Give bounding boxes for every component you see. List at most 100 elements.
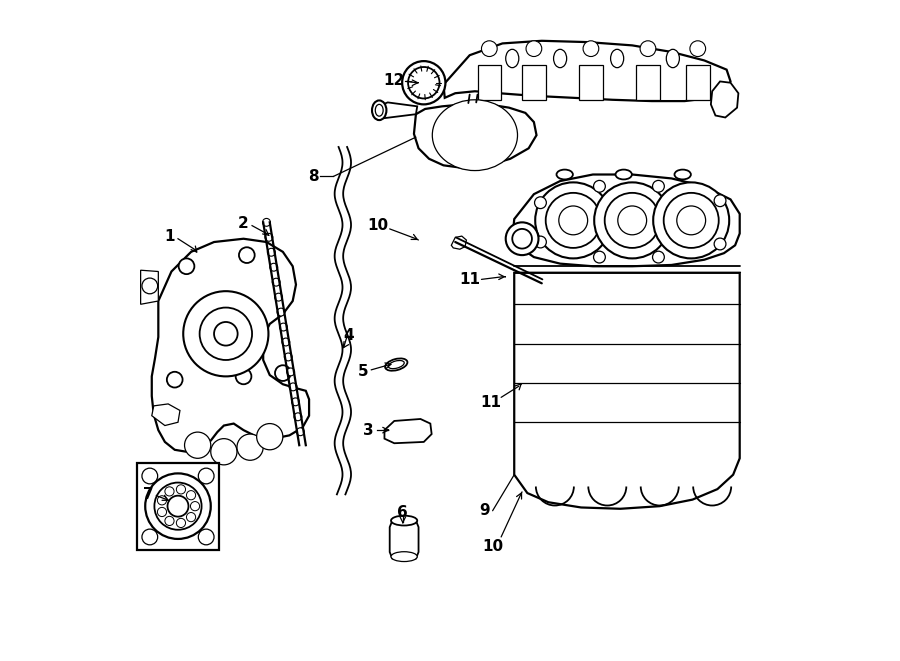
Text: 6: 6 <box>398 505 409 520</box>
Circle shape <box>535 197 546 209</box>
Circle shape <box>545 193 601 248</box>
Ellipse shape <box>388 360 404 369</box>
Circle shape <box>237 434 263 460</box>
Ellipse shape <box>506 50 518 67</box>
Circle shape <box>294 413 302 420</box>
Ellipse shape <box>432 100 518 171</box>
Circle shape <box>272 278 280 286</box>
Ellipse shape <box>391 516 418 525</box>
Circle shape <box>274 293 283 301</box>
Circle shape <box>200 307 252 360</box>
Circle shape <box>482 41 497 57</box>
Polygon shape <box>152 239 309 451</box>
Ellipse shape <box>556 170 573 179</box>
Polygon shape <box>686 65 709 100</box>
Ellipse shape <box>610 50 624 67</box>
Text: 2: 2 <box>238 216 249 231</box>
Polygon shape <box>384 419 432 444</box>
Circle shape <box>559 206 588 235</box>
Circle shape <box>198 529 214 545</box>
Circle shape <box>267 249 275 256</box>
Circle shape <box>167 496 188 517</box>
Circle shape <box>284 353 292 361</box>
Circle shape <box>270 263 278 271</box>
Polygon shape <box>514 273 740 509</box>
Polygon shape <box>636 65 660 100</box>
Circle shape <box>155 483 202 529</box>
Circle shape <box>652 251 664 263</box>
Polygon shape <box>140 270 158 304</box>
Circle shape <box>165 486 174 496</box>
Text: 11: 11 <box>480 395 501 410</box>
Circle shape <box>296 428 304 436</box>
Circle shape <box>211 439 237 465</box>
Circle shape <box>256 424 283 449</box>
Ellipse shape <box>554 50 567 67</box>
Circle shape <box>142 278 157 293</box>
Circle shape <box>263 218 270 226</box>
Ellipse shape <box>391 552 418 562</box>
Circle shape <box>512 229 532 249</box>
Circle shape <box>289 383 297 391</box>
Circle shape <box>165 516 174 525</box>
Circle shape <box>605 193 660 248</box>
Polygon shape <box>711 81 738 118</box>
Circle shape <box>690 41 706 57</box>
Circle shape <box>265 233 273 241</box>
Circle shape <box>452 112 498 158</box>
Circle shape <box>402 61 446 104</box>
Circle shape <box>593 180 606 192</box>
Circle shape <box>142 529 157 545</box>
Circle shape <box>287 368 294 376</box>
Circle shape <box>178 258 194 274</box>
Circle shape <box>142 468 157 484</box>
Text: 10: 10 <box>367 218 389 233</box>
Circle shape <box>653 182 729 258</box>
Circle shape <box>214 322 238 346</box>
Ellipse shape <box>674 170 691 179</box>
Polygon shape <box>376 102 418 118</box>
Circle shape <box>277 308 285 316</box>
Polygon shape <box>579 65 603 100</box>
Polygon shape <box>451 236 466 249</box>
Polygon shape <box>522 65 545 100</box>
Circle shape <box>186 490 195 500</box>
Circle shape <box>594 182 670 258</box>
Text: 4: 4 <box>344 329 355 343</box>
Polygon shape <box>137 463 220 550</box>
Circle shape <box>506 222 538 255</box>
Circle shape <box>145 473 211 539</box>
Circle shape <box>593 251 606 263</box>
Circle shape <box>176 485 185 494</box>
Circle shape <box>184 432 211 458</box>
Circle shape <box>583 41 599 57</box>
Ellipse shape <box>616 170 632 179</box>
Circle shape <box>280 323 287 331</box>
Text: 10: 10 <box>482 539 503 555</box>
Circle shape <box>158 496 166 505</box>
Circle shape <box>166 371 183 387</box>
Polygon shape <box>444 41 731 101</box>
Circle shape <box>535 236 546 248</box>
Circle shape <box>526 41 542 57</box>
Circle shape <box>677 206 706 235</box>
Polygon shape <box>414 104 536 168</box>
Circle shape <box>184 292 268 376</box>
Circle shape <box>236 369 251 384</box>
Text: 11: 11 <box>459 272 481 287</box>
Ellipse shape <box>666 50 680 67</box>
Text: 1: 1 <box>164 229 175 245</box>
Circle shape <box>617 206 646 235</box>
Circle shape <box>198 468 214 484</box>
Text: 8: 8 <box>309 169 319 184</box>
Circle shape <box>714 238 726 250</box>
Text: 7: 7 <box>143 487 154 502</box>
Circle shape <box>536 182 611 258</box>
Text: 12: 12 <box>383 73 405 88</box>
Ellipse shape <box>372 100 386 120</box>
Circle shape <box>282 338 290 346</box>
Text: 3: 3 <box>363 422 374 438</box>
Circle shape <box>176 518 185 527</box>
Circle shape <box>441 101 509 169</box>
Circle shape <box>292 398 300 406</box>
